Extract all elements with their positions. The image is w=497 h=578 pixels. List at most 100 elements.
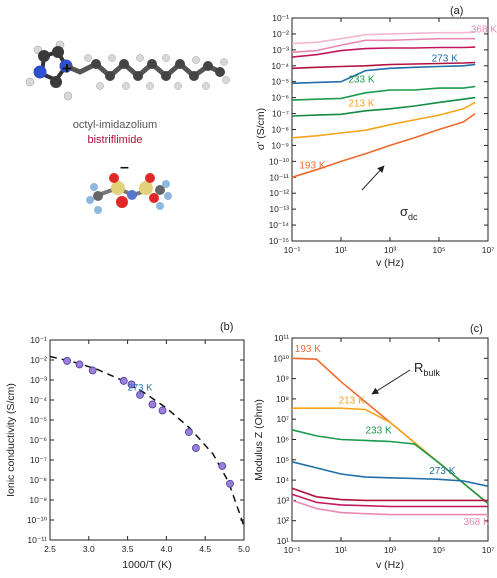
cation-name: octyl-imidazolium bbox=[73, 119, 157, 131]
y-tick-label: 10⁻⁸ bbox=[271, 125, 289, 135]
panel-c-xlabel: v (Hz) bbox=[376, 559, 404, 571]
data-point bbox=[136, 390, 144, 399]
temperature-label: 193 K bbox=[295, 344, 321, 355]
panel-b-frame bbox=[49, 339, 245, 541]
panel-a-ticks: 10⁻¹ 10¹ 10³ 10⁵ 10⁷ 10⁻¹ 10⁻² 10⁻³ 10⁻⁴ 10⁻⁵ 10⁻⁶… bbox=[269, 13, 495, 255]
y-tick-label: 10⁻² bbox=[272, 29, 289, 39]
y-tick-label: 10⁻⁷ bbox=[272, 109, 289, 119]
panel-a-xlabel: v (Hz) bbox=[376, 257, 404, 269]
panel-c-rbulk-label: Rbulk bbox=[414, 360, 440, 378]
x-tick-label: 10⁷ bbox=[482, 245, 495, 255]
y-tick-label: 10⁻³ bbox=[30, 375, 47, 385]
panel-a-label: (a) bbox=[450, 5, 463, 17]
panel-a-frame bbox=[291, 17, 489, 242]
data-point bbox=[158, 406, 167, 415]
y-tick-label: 10⁻⁷ bbox=[30, 455, 47, 465]
panel-b-xlabel: 1000/T (K) bbox=[122, 559, 171, 571]
series-line bbox=[291, 37, 476, 54]
molecule-illustration: + octyl-imidazolium bistriflimide – bbox=[25, 40, 230, 214]
y-tick-label: 10⁻³ bbox=[272, 45, 289, 55]
y-tick-label: 10⁻² bbox=[30, 355, 47, 365]
x-tick-label: 10³ bbox=[384, 245, 396, 255]
y-tick-label: 10⁻⁵ bbox=[272, 77, 289, 87]
x-tick-label: 4.0 bbox=[160, 544, 172, 554]
y-tick-label: 10⁻⁹ bbox=[271, 140, 289, 150]
y-tick-label: 10⁻⁶ bbox=[272, 93, 289, 103]
y-tick-label: 10⁷ bbox=[276, 414, 289, 424]
data-point bbox=[88, 366, 97, 375]
temperature-label: 233 K bbox=[366, 425, 392, 436]
panel-c-ylabel: Modulus Z (Ohm) bbox=[253, 399, 265, 481]
anion-name: bistriflimide bbox=[87, 134, 142, 146]
y-tick-label: 10⁻¹⁰ bbox=[269, 156, 290, 166]
series-line bbox=[291, 112, 476, 179]
anion-molecule: – bbox=[86, 159, 172, 214]
temperature-label: 213 K bbox=[339, 395, 365, 406]
series-line bbox=[291, 96, 476, 117]
panel-a-sigma-label: σdc bbox=[400, 204, 418, 222]
temperature-label: 213 K bbox=[348, 98, 374, 109]
y-tick-label: 10¹ bbox=[277, 536, 289, 546]
y-tick-label: 10⁹ bbox=[276, 374, 289, 384]
series-line bbox=[291, 31, 476, 45]
series-line bbox=[291, 85, 476, 101]
data-point bbox=[75, 360, 84, 369]
series-line bbox=[291, 61, 476, 70]
x-tick-label: 4.5 bbox=[199, 544, 211, 554]
y-tick-label: 10⁻⁴ bbox=[271, 61, 289, 71]
temperature-label: 233 K bbox=[348, 74, 374, 85]
series-line bbox=[292, 407, 489, 505]
panel-c-label: (c) bbox=[470, 323, 483, 335]
panel-b: 2.5 3.0 3.5 4.0 4.5 5.0 10⁻¹ 10⁻² 10⁻³ 10⁻⁴ 10⁻⁵ 10… bbox=[5, 321, 250, 571]
y-tick-label: 10⁻¹⁴ bbox=[269, 220, 290, 230]
plus-sign: + bbox=[62, 59, 72, 78]
y-tick-label: 10⁶ bbox=[276, 435, 289, 445]
y-tick-label: 10¹⁰ bbox=[273, 353, 289, 363]
minus-sign: – bbox=[120, 159, 129, 176]
series-line bbox=[291, 461, 489, 487]
y-tick-label: 10⁴ bbox=[276, 475, 289, 485]
panel-b-points bbox=[63, 357, 234, 488]
y-tick-label: 10⁻¹¹ bbox=[269, 172, 289, 182]
x-tick-label: 10⁻¹ bbox=[284, 245, 301, 255]
y-tick-label: 10⁻⁵ bbox=[30, 415, 47, 425]
panel-a: 10⁻¹ 10¹ 10³ 10⁵ 10⁷ 10⁻¹ 10⁻² 10⁻³ 10⁻⁴ 10⁻⁵ 10⁻⁶… bbox=[255, 5, 497, 269]
data-point bbox=[127, 380, 136, 389]
y-tick-label: 10⁻⁴ bbox=[29, 395, 47, 405]
data-point bbox=[119, 377, 128, 385]
panel-a-series bbox=[291, 31, 476, 179]
panel-b-ticks: 2.5 3.0 3.5 4.0 4.5 5.0 10⁻¹ 10⁻² 10⁻³ 10⁻⁴ 10⁻⁵ 10… bbox=[27, 335, 250, 554]
y-tick-label: 10¹¹ bbox=[274, 333, 289, 343]
cation-molecule: + bbox=[25, 40, 230, 101]
y-tick-label: 10⁻⁸ bbox=[29, 475, 47, 485]
temperature-label: 273 K bbox=[128, 382, 153, 393]
panel-c: 10⁻¹ 10¹ 10³ 10⁵ 10⁷10¹¹10¹⁰10⁹10⁸10⁷10⁶10⁵1… bbox=[253, 323, 494, 571]
panel-b-annotations: 273 K bbox=[128, 382, 153, 395]
series-line bbox=[291, 63, 476, 85]
x-tick-label: 3.5 bbox=[122, 544, 134, 554]
y-tick-label: 10⁵ bbox=[276, 455, 289, 465]
x-tick-label: 3.0 bbox=[83, 544, 95, 554]
series-line bbox=[291, 487, 488, 502]
series-line bbox=[291, 429, 489, 505]
y-tick-label: 10⁻¹⁵ bbox=[269, 236, 289, 246]
y-tick-label: 10⁻¹¹ bbox=[27, 535, 47, 545]
panel-c-rbulk-arrow bbox=[371, 369, 411, 395]
panel-c-series bbox=[291, 357, 489, 516]
y-tick-label: 10⁸ bbox=[276, 394, 289, 404]
temperature-label: 368 K bbox=[464, 517, 490, 528]
panel-a-sigma-arrow bbox=[361, 165, 385, 191]
x-tick-label: 10⁷ bbox=[482, 545, 495, 555]
series-line bbox=[291, 493, 488, 508]
y-tick-label: 10⁻⁹ bbox=[29, 495, 47, 505]
x-tick-label: 2.5 bbox=[44, 544, 56, 554]
y-tick-label: 10⁻¹ bbox=[30, 335, 47, 345]
y-tick-label: 10⁻¹² bbox=[269, 188, 289, 198]
series-line bbox=[291, 499, 488, 516]
y-tick-label: 10⁻¹³ bbox=[269, 204, 289, 214]
x-tick-label: 10³ bbox=[384, 545, 396, 555]
data-point bbox=[63, 357, 71, 365]
data-point bbox=[185, 428, 193, 436]
x-tick-label: 10⁵ bbox=[433, 245, 446, 255]
x-tick-label: 10⁵ bbox=[433, 545, 446, 555]
